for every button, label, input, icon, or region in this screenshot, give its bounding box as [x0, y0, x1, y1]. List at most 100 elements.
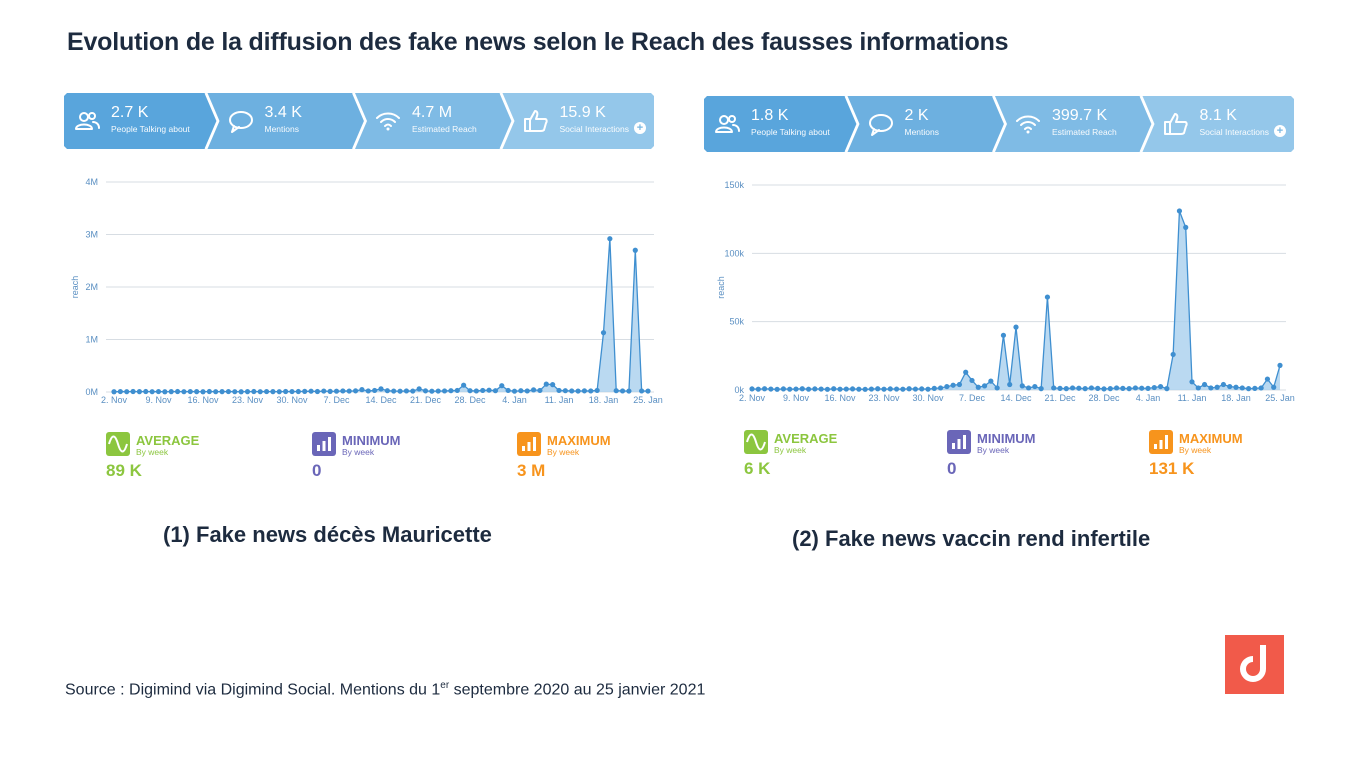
data-point[interactable]: [448, 388, 454, 394]
data-point[interactable]: [397, 388, 403, 394]
data-point[interactable]: [194, 389, 200, 395]
data-point[interactable]: [391, 388, 397, 394]
data-point[interactable]: [187, 388, 193, 395]
data-point[interactable]: [435, 388, 441, 394]
data-point[interactable]: [562, 388, 568, 394]
data-point[interactable]: [912, 386, 919, 392]
data-point[interactable]: [761, 386, 768, 392]
data-point[interactable]: [956, 381, 963, 388]
data-point[interactable]: [117, 388, 123, 395]
data-point[interactable]: [283, 388, 289, 395]
data-point[interactable]: [988, 378, 994, 384]
data-point[interactable]: [327, 388, 333, 394]
data-point[interactable]: [403, 388, 410, 394]
data-point[interactable]: [473, 388, 479, 394]
data-point[interactable]: [1145, 385, 1151, 391]
data-point[interactable]: [1088, 385, 1095, 391]
data-point[interactable]: [812, 386, 818, 392]
data-point[interactable]: [1151, 384, 1157, 391]
data-point[interactable]: [1176, 208, 1183, 214]
data-point[interactable]: [524, 388, 530, 394]
data-point[interactable]: [238, 389, 244, 395]
data-point[interactable]: [308, 388, 314, 394]
data-point[interactable]: [843, 386, 849, 392]
data-point[interactable]: [588, 388, 594, 394]
data-point[interactable]: [1201, 381, 1208, 388]
data-point[interactable]: [824, 386, 831, 392]
data-point[interactable]: [837, 386, 843, 392]
data-point[interactable]: [1277, 362, 1283, 368]
data-point[interactable]: [1051, 385, 1057, 391]
data-point[interactable]: [1245, 386, 1252, 392]
data-point[interactable]: [225, 388, 232, 395]
data-point[interactable]: [1139, 385, 1145, 391]
data-point[interactable]: [130, 388, 136, 395]
data-point[interactable]: [1271, 384, 1277, 390]
data-point[interactable]: [1195, 385, 1201, 391]
data-point[interactable]: [422, 388, 429, 394]
data-point[interactable]: [155, 388, 162, 395]
data-point[interactable]: [333, 388, 340, 394]
data-point[interactable]: [232, 389, 238, 395]
data-point[interactable]: [1214, 384, 1220, 390]
data-point[interactable]: [831, 386, 837, 392]
data-point[interactable]: [1220, 381, 1227, 388]
data-point[interactable]: [881, 386, 887, 392]
data-point[interactable]: [755, 386, 761, 392]
data-point[interactable]: [919, 386, 925, 392]
data-point[interactable]: [893, 386, 900, 392]
plus-icon[interactable]: +: [634, 122, 646, 134]
data-point[interactable]: [862, 386, 868, 392]
data-point[interactable]: [1000, 332, 1007, 338]
data-point[interactable]: [1183, 224, 1189, 230]
data-point[interactable]: [174, 388, 181, 395]
data-point[interactable]: [1264, 376, 1271, 382]
data-point[interactable]: [1095, 385, 1101, 391]
data-point[interactable]: [302, 388, 308, 394]
data-point[interactable]: [1101, 386, 1107, 392]
data-point[interactable]: [511, 388, 518, 394]
data-point[interactable]: [1032, 383, 1038, 390]
data-point[interactable]: [868, 386, 875, 392]
data-point[interactable]: [626, 388, 632, 394]
data-point[interactable]: [793, 386, 799, 392]
data-point[interactable]: [799, 386, 805, 392]
data-point[interactable]: [1076, 385, 1082, 391]
data-point[interactable]: [613, 388, 619, 394]
data-point[interactable]: [162, 389, 168, 395]
data-point[interactable]: [875, 386, 881, 392]
data-point[interactable]: [111, 389, 117, 395]
data-point[interactable]: [856, 386, 862, 392]
data-point[interactable]: [441, 388, 448, 394]
data-point[interactable]: [1189, 379, 1195, 385]
data-point[interactable]: [1164, 386, 1170, 392]
data-point[interactable]: [543, 381, 549, 387]
data-point[interactable]: [340, 388, 346, 394]
data-point[interactable]: [213, 389, 219, 395]
data-point[interactable]: [1019, 383, 1025, 389]
data-point[interactable]: [818, 386, 824, 392]
data-point[interactable]: [1107, 386, 1113, 392]
data-point[interactable]: [1082, 386, 1088, 392]
data-point[interactable]: [537, 387, 543, 394]
data-point[interactable]: [1227, 383, 1233, 390]
data-point[interactable]: [607, 236, 613, 242]
data-point[interactable]: [887, 386, 893, 392]
data-point[interactable]: [975, 384, 981, 390]
data-point[interactable]: [1258, 385, 1264, 391]
data-point[interactable]: [994, 385, 1000, 391]
data-point[interactable]: [1252, 385, 1258, 391]
data-point[interactable]: [1069, 385, 1076, 391]
data-point[interactable]: [575, 388, 581, 394]
data-point[interactable]: [384, 388, 390, 394]
data-point[interactable]: [1126, 386, 1132, 392]
data-point[interactable]: [206, 388, 212, 395]
data-point[interactable]: [467, 388, 473, 394]
data-point[interactable]: [787, 386, 793, 392]
data-point[interactable]: [1013, 324, 1019, 330]
data-point[interactable]: [321, 388, 327, 394]
data-point[interactable]: [480, 387, 486, 394]
data-point[interactable]: [1208, 385, 1214, 391]
data-point[interactable]: [505, 387, 511, 394]
data-point[interactable]: [1170, 351, 1176, 358]
